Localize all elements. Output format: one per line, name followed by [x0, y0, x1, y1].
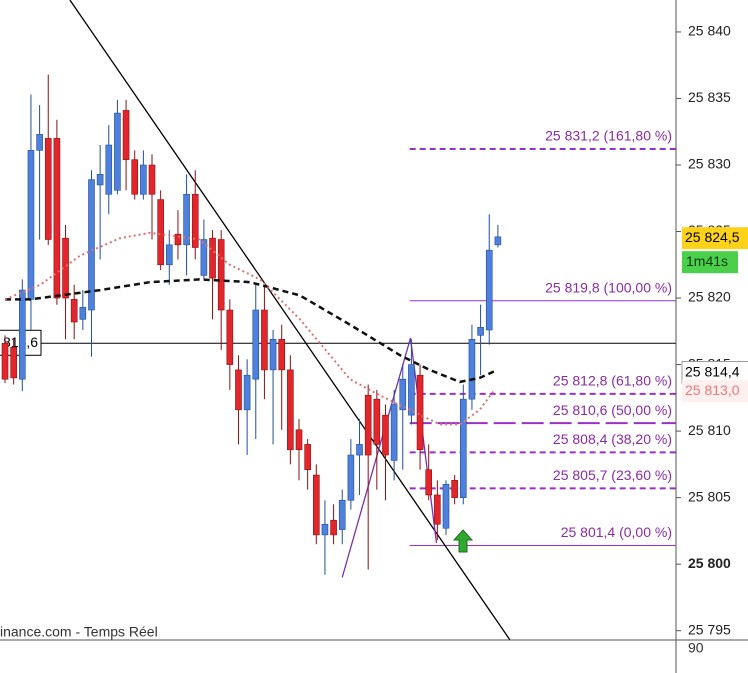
candle-body	[226, 309, 234, 365]
candle-body	[382, 414, 389, 456]
candle-body	[304, 444, 311, 470]
candle-body	[252, 309, 260, 380]
candle-body	[191, 193, 199, 248]
candle-body	[79, 307, 87, 320]
candle-body	[321, 523, 329, 536]
candle-body	[347, 454, 355, 501]
candle-body	[53, 138, 61, 299]
countdown-box	[682, 251, 738, 274]
y-tick-label: 25 835	[688, 89, 731, 105]
candle-body	[373, 398, 381, 445]
candle-body	[425, 469, 433, 496]
fib-label: 25 819,8 (100,00 %)	[545, 279, 672, 295]
candle-body	[278, 338, 286, 371]
candle-body	[174, 233, 182, 246]
candle-body	[434, 494, 441, 525]
signal-arrow	[452, 529, 474, 553]
fib-label: 25 810,6 (50,00 %)	[553, 402, 672, 418]
candle-body	[209, 237, 216, 279]
candle-body	[235, 369, 242, 411]
lower-axis-label: 90	[688, 640, 704, 656]
fib-label: 25 805,7 (23,60 %)	[553, 467, 672, 483]
candle-body	[157, 199, 164, 266]
candle-body	[217, 239, 225, 311]
y-tick-label: 25 800	[688, 555, 731, 571]
candle-body	[477, 327, 484, 336]
candle-body	[44, 138, 52, 240]
candle-body	[485, 249, 493, 331]
trendline	[69, 0, 511, 640]
candle-body	[114, 112, 121, 191]
fib-label: 25 812,8 (61,80 %)	[553, 373, 672, 389]
candle-body	[166, 244, 173, 266]
candle-body	[70, 299, 78, 323]
candle-body	[451, 480, 458, 498]
candle-body	[140, 164, 147, 195]
candle-body	[416, 374, 424, 451]
candle-body	[10, 346, 17, 379]
candle-body	[19, 289, 26, 380]
candle-body	[27, 150, 35, 300]
candle-body	[183, 193, 190, 246]
candle-body	[269, 338, 277, 371]
plot-area: 816,625 831,2 (161,80 %)25 819,8 (100,00…	[0, 0, 676, 640]
candle-body	[468, 338, 476, 400]
y-tick-label: 25 830	[688, 156, 731, 172]
price-tag	[682, 227, 748, 250]
fib-label: 25 801,4 (0,00 %)	[561, 524, 672, 540]
candle-body	[390, 404, 398, 461]
y-tick-label: 25 805	[688, 488, 731, 504]
candle-body	[459, 398, 467, 498]
candle-body	[312, 474, 320, 536]
candle-body	[330, 519, 337, 536]
fib-label: 25 831,2 (161,80 %)	[545, 128, 672, 144]
price-tag	[682, 380, 748, 403]
price-tag-label: 25 814,4	[685, 363, 740, 379]
y-tick-label: 25 810	[688, 422, 731, 438]
candle-body	[261, 309, 268, 371]
candle-body	[243, 374, 251, 411]
candle-body	[105, 144, 113, 195]
fib-label: 25 808,4 (38,20 %)	[553, 431, 672, 447]
candle-body	[408, 364, 415, 416]
candle-body	[295, 429, 303, 451]
candle-body	[96, 174, 104, 186]
candle-body	[1, 342, 9, 380]
candle-body	[122, 110, 130, 160]
price-tag-label: 25 813,0	[685, 382, 740, 398]
y-tick-label: 25 820	[688, 289, 731, 305]
candle-body	[364, 394, 372, 456]
candle-body	[88, 179, 95, 311]
countdown-label: 1m41s	[686, 253, 728, 269]
candle-body	[148, 164, 156, 195]
candle-body	[442, 484, 450, 529]
moving-average	[5, 278, 495, 384]
candle-body	[399, 378, 407, 411]
candle-body	[356, 444, 363, 456]
candle-body	[200, 239, 208, 276]
candle-body	[36, 134, 43, 151]
price-tag-label: 25 824,5	[685, 229, 740, 245]
source-label: inance.com - Temps Réel	[0, 624, 158, 640]
candle-body	[338, 499, 346, 530]
candle-body	[131, 159, 139, 195]
y-tick-label: 25 795	[688, 621, 731, 637]
candle-body	[287, 369, 294, 451]
y-tick-label: 25 840	[688, 23, 731, 39]
candle-body	[494, 236, 502, 246]
